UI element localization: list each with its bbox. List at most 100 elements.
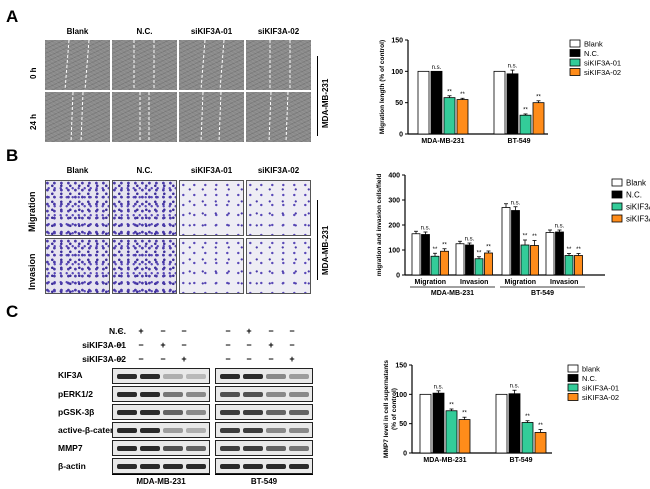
blot-strip [215,440,313,456]
bar [445,410,458,454]
legend-swatch [567,383,579,392]
transwell-invasion-si02 [246,238,311,294]
bar [519,114,532,135]
cell-line-bracket-a [317,56,318,136]
blot-band [220,446,240,451]
treatment-sign: − [181,340,187,350]
bar [530,245,539,276]
significance-label: ** [523,107,528,113]
blot-band [163,428,183,433]
blot-band [289,374,309,379]
bar [532,102,545,135]
significance-label: n.s. [508,64,518,70]
legend-label: Blank [626,179,647,188]
protein-label-kif3a: KIF3A [58,370,83,380]
bar [520,244,530,276]
treatment-sign: − [138,340,144,350]
legend-swatch [569,58,581,67]
blot-band [117,464,137,469]
treatment-label-si01: siKIF3A-01 [82,340,126,350]
blot-band [266,392,286,397]
blot-band [117,446,137,451]
significance-label: ** [460,92,465,98]
protein-label-actin: β-actin [58,461,86,471]
blot-band [186,410,206,415]
legend-label: siKIF3A-02 [582,393,619,402]
bar [521,422,534,454]
treatment-sign: + [289,354,295,364]
significance-label: ** [567,247,572,253]
bar [495,393,508,454]
blot-band [220,410,240,415]
treatment-sign: + [268,340,274,350]
y-tick-label: 300 [388,198,400,205]
bar [555,231,564,276]
significance-label: ** [442,242,447,248]
blot-strip [112,404,210,420]
treatment-sign: − [160,354,166,364]
x-tick-label: BT-549 [508,138,531,145]
blot-band [163,392,183,397]
bar [534,432,547,454]
legend-swatch [569,39,581,48]
blot-band [243,374,263,379]
col-header-blank-b: Blank [66,166,89,175]
y-tick-label: 0 [403,451,407,458]
bar [501,207,511,276]
blot-band [186,446,206,451]
treatment-sign: + [246,326,252,336]
cell-line-label-b: MDA-MB-231 [321,225,330,275]
x-tick-label: MDA-MB-231 [423,457,466,464]
y-tick-label: 0 [399,132,403,139]
treatment-sign: − [289,326,295,336]
bar [465,244,474,276]
treatment-sign: − [138,354,144,364]
col-header-blank-a: Blank [66,27,89,36]
y-tick-label: 100 [391,69,403,76]
blot-strip [215,458,313,474]
treatment-sign: − [289,340,295,350]
blot-band [140,428,160,433]
col-header-si01-a: siKIF3A-01 [190,27,233,36]
significance-label: ** [525,414,530,420]
bar [432,392,445,454]
blot-band [140,410,160,415]
significance-label: n.s. [432,65,442,71]
legend-label: siKIF3A-02 [584,68,621,77]
blot-cell-line-2: BT-549 [250,477,278,486]
legend-swatch [611,190,623,199]
transwell-migration-si01 [179,180,244,236]
protein-label-active-catenin: active-β-catenin [58,425,123,435]
blot-band [117,392,137,397]
bar [506,73,519,135]
wound-image-24h-nc [112,92,177,142]
blot-band [220,392,240,397]
col-header-si01-b: siKIF3A-01 [190,166,233,175]
y-axis-title: MMP7 level in cell supernatants [383,360,390,458]
treatment-label-si02: siKIF3A-02 [82,354,126,364]
significance-label: ** [449,403,454,409]
panel-label-b: B [6,146,19,165]
treatment-sign: + [181,354,187,364]
protein-label-pgsk: pGSK-3β [58,407,95,417]
y-tick-label: 150 [395,363,407,370]
blot-band [117,410,137,415]
blot-band [266,374,286,379]
significance-label: n.s. [465,237,475,243]
blot-strip [215,386,313,402]
row-label-migration: Migration [27,191,37,233]
significance-label: ** [486,245,491,251]
blot-band [220,464,240,469]
y-tick-label: 50 [395,100,403,107]
blot-band [266,464,286,469]
bar [430,255,440,276]
blot-cell-line-1: MDA-MB-231 [136,477,186,486]
wound-image-24h-si02 [246,92,311,142]
legend-swatch [567,374,579,382]
panel-label-c: C [6,302,19,321]
group-label: MDA-MB-231 [431,290,474,297]
bar [417,70,430,135]
y-axis-title: migration and invasion cells/field [376,174,383,277]
significance-label: ** [477,250,482,256]
significance-label: ** [462,411,467,417]
